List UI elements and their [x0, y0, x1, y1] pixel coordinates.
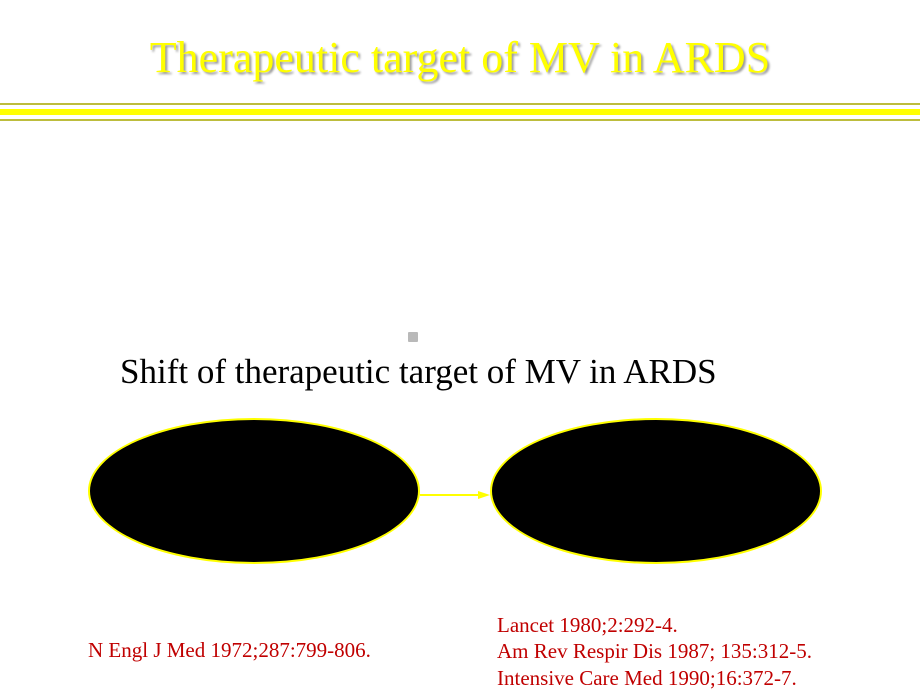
arrow-icon [420, 490, 490, 496]
subtitle-text: Shift of therapeutic target of MV in ARD… [120, 352, 717, 392]
ellipse-left-node [88, 418, 420, 564]
slide-title: Therapeutic target of MV in ARDS [0, 0, 920, 103]
bullet-icon [408, 332, 418, 342]
divider-thin-top [0, 103, 920, 105]
shift-diagram [0, 418, 920, 588]
reference-right-3: Intensive Care Med 1990;16:372-7. [497, 665, 812, 691]
divider-thick [0, 109, 920, 115]
reference-right-1: Lancet 1980;2:292-4. [497, 612, 812, 638]
divider-thin-bottom [0, 119, 920, 121]
divider-bar [0, 103, 920, 113]
ellipse-right-node [490, 418, 822, 564]
reference-left: N Engl J Med 1972;287:799-806. [88, 638, 371, 663]
reference-right-2: Am Rev Respir Dis 1987; 135:312-5. [497, 638, 812, 664]
reference-right: Lancet 1980;2:292-4. Am Rev Respir Dis 1… [497, 612, 812, 691]
